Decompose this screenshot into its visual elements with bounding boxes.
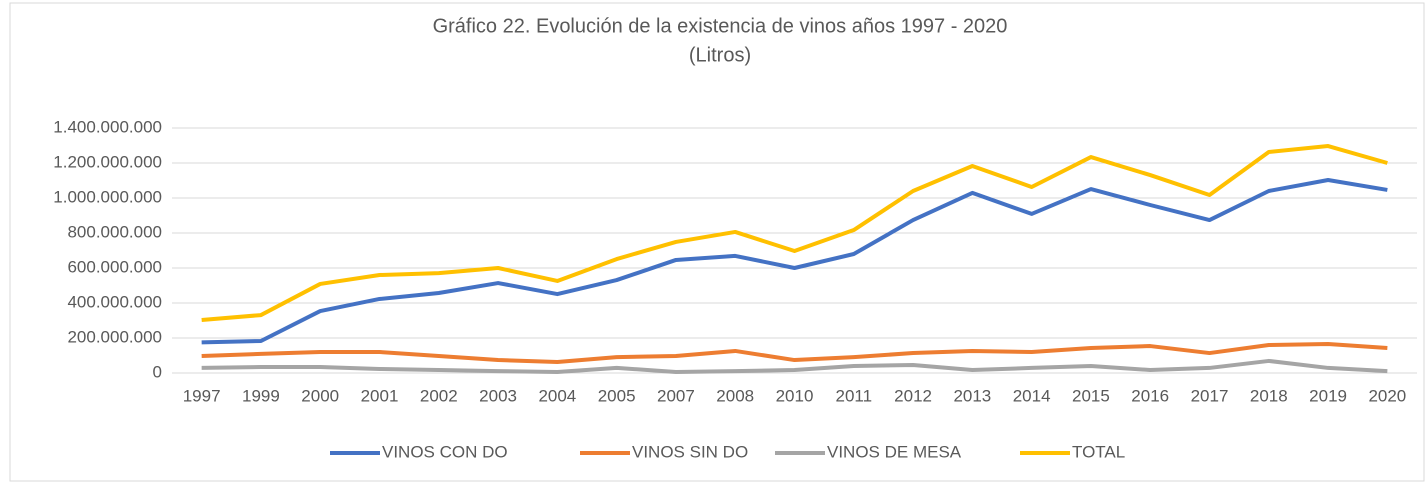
legend-label: TOTAL <box>1072 442 1125 461</box>
legend-label: VINOS SIN DO <box>632 442 748 461</box>
series-line <box>201 177 1388 345</box>
x-tick-label: 2016 <box>1131 386 1169 405</box>
y-tick-label: 400.000.000 <box>67 292 162 311</box>
x-tick-label: 1997 <box>183 386 221 405</box>
x-tick-label: 2010 <box>776 386 814 405</box>
x-tick-label: 2005 <box>598 386 636 405</box>
x-tick-label: 2015 <box>1072 386 1110 405</box>
x-tick-label: 2001 <box>361 386 399 405</box>
series-line <box>201 341 1388 364</box>
y-tick-label: 600.000.000 <box>67 257 162 276</box>
x-tick-label: 2019 <box>1309 386 1347 405</box>
x-tick-label: 2004 <box>538 386 576 405</box>
x-tick-label: 2012 <box>894 386 932 405</box>
legend-label: VINOS CON DO <box>382 442 508 461</box>
chart-subtitle: (Litros) <box>689 44 751 66</box>
x-tick-label: 2008 <box>716 386 754 405</box>
series-line <box>201 358 1388 374</box>
x-tick-label: 2007 <box>657 386 695 405</box>
chart-title: Gráfico 22. Evolución de la existencia d… <box>433 15 1008 37</box>
y-tick-label: 1.200.000.000 <box>53 152 162 171</box>
chart-border <box>9 2 1425 482</box>
x-tick-label: 2017 <box>1191 386 1229 405</box>
x-tick-label: 2018 <box>1250 386 1288 405</box>
x-tick-label: 2013 <box>953 386 991 405</box>
y-tick-label: 200.000.000 <box>67 327 162 346</box>
x-tick-label: 2014 <box>1013 386 1051 405</box>
y-tick-label: 0 <box>153 362 162 381</box>
y-tick-label: 1.000.000.000 <box>53 187 162 206</box>
legend-label: VINOS DE MESA <box>827 442 962 461</box>
x-tick-label: 2002 <box>420 386 458 405</box>
y-tick-label: 800.000.000 <box>67 222 162 241</box>
x-tick-label: 2003 <box>479 386 517 405</box>
x-tick-label: 2011 <box>836 386 873 405</box>
x-tick-label: 2000 <box>301 386 339 405</box>
x-tick-label: 2020 <box>1368 386 1406 405</box>
x-tick-label: 1999 <box>242 386 280 405</box>
y-tick-label: 1.400.000.000 <box>53 117 162 136</box>
series-line <box>201 144 1388 322</box>
